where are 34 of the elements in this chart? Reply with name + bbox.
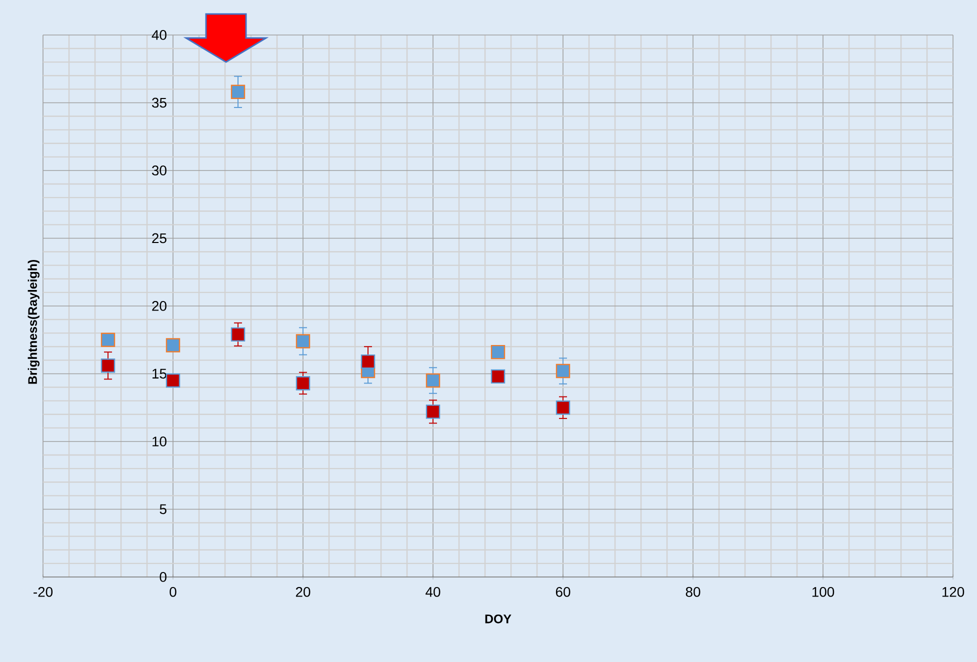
x-tick-label: 60 — [556, 586, 570, 597]
point — [556, 400, 570, 415]
x-axis-title: DOY — [485, 614, 512, 624]
point — [230, 84, 246, 99]
point — [426, 404, 440, 419]
y-tick-label: 10 — [152, 436, 166, 446]
y-tick-label: 35 — [152, 98, 166, 108]
y-axis-title: Brightness(Rayleigh) — [28, 260, 40, 384]
x-tick-label: 0 — [170, 586, 176, 597]
point — [490, 344, 506, 360]
x-tick-label: 20 — [296, 586, 310, 597]
point — [426, 373, 440, 388]
y-tick-label: 20 — [152, 301, 166, 311]
x-tick-label: 120 — [942, 586, 964, 597]
point — [296, 334, 310, 348]
point — [556, 364, 570, 378]
y-tick-label: 40 — [152, 30, 166, 40]
x-tick-label: 40 — [426, 586, 440, 597]
point — [166, 373, 180, 388]
point — [360, 354, 376, 369]
y-tick-label: 0 — [160, 572, 166, 582]
point — [166, 338, 180, 352]
point — [100, 358, 116, 373]
y-tick-label: 30 — [152, 166, 166, 176]
point — [230, 327, 246, 342]
point — [100, 332, 116, 347]
y-tick-label: 15 — [152, 368, 166, 379]
y-tick-label: 25 — [152, 233, 166, 244]
y-tick-label: 5 — [160, 504, 166, 514]
x-tick-label: -20 — [34, 586, 53, 597]
x-tick-label: 80 — [686, 586, 700, 597]
point — [296, 376, 310, 390]
point — [490, 369, 506, 384]
x-tick-label: 100 — [812, 586, 834, 597]
